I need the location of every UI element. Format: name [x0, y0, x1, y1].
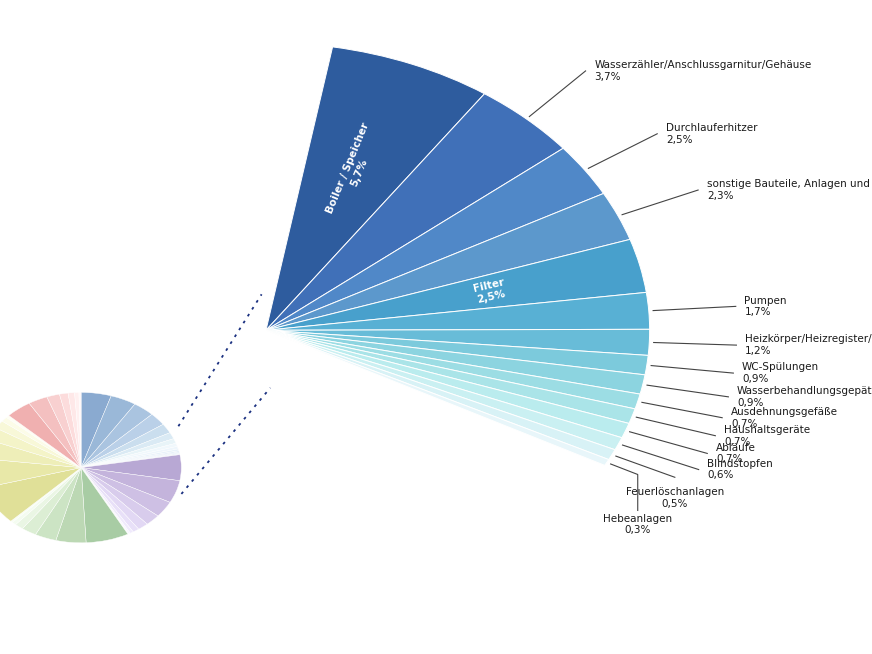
Wedge shape	[81, 455, 181, 481]
Text: Durchlauferhitzer
2,5%: Durchlauferhitzer 2,5%	[666, 123, 758, 145]
Wedge shape	[266, 330, 645, 394]
Wedge shape	[81, 415, 163, 468]
Wedge shape	[81, 454, 180, 468]
Wedge shape	[81, 468, 147, 529]
Wedge shape	[81, 468, 180, 502]
Wedge shape	[81, 468, 139, 532]
Wedge shape	[9, 404, 81, 468]
Wedge shape	[266, 148, 603, 330]
Text: sonstige Bauteile, Anlagen und Geräte
2,3%: sonstige Bauteile, Anlagen und Geräte 2,…	[707, 179, 872, 201]
Wedge shape	[0, 458, 81, 488]
Wedge shape	[23, 468, 81, 534]
Wedge shape	[266, 330, 615, 460]
Wedge shape	[81, 433, 174, 468]
Wedge shape	[81, 396, 135, 468]
Wedge shape	[81, 468, 129, 534]
Text: Filter
2,5%: Filter 2,5%	[473, 277, 508, 305]
Wedge shape	[266, 330, 609, 466]
Wedge shape	[266, 330, 629, 438]
Wedge shape	[81, 468, 130, 534]
Wedge shape	[29, 397, 81, 468]
Wedge shape	[81, 404, 152, 468]
Text: Wasserzähler/Anschlussgarnitur/Gehäuse
3,7%: Wasserzähler/Anschlussgarnitur/Gehäuse 3…	[595, 60, 812, 82]
Wedge shape	[81, 452, 180, 468]
Wedge shape	[266, 330, 650, 355]
Wedge shape	[0, 468, 81, 521]
Wedge shape	[266, 94, 563, 330]
Text: Boiler / Speicher
5,7%: Boiler / Speicher 5,7%	[325, 122, 382, 220]
Wedge shape	[266, 330, 648, 375]
Text: Hebeanlagen
0,3%: Hebeanlagen 0,3%	[603, 514, 672, 536]
Wedge shape	[12, 468, 81, 525]
Wedge shape	[266, 47, 485, 330]
Wedge shape	[81, 447, 178, 468]
Wedge shape	[81, 424, 170, 468]
Wedge shape	[0, 428, 81, 468]
Text: Pumpen
1,7%: Pumpen 1,7%	[745, 296, 787, 317]
Text: Abläufe
0,7%: Abläufe 0,7%	[716, 443, 756, 464]
Wedge shape	[266, 292, 650, 330]
Wedge shape	[3, 417, 81, 468]
Wedge shape	[81, 455, 180, 468]
Wedge shape	[36, 468, 81, 540]
Wedge shape	[16, 468, 81, 528]
Wedge shape	[56, 468, 86, 543]
Wedge shape	[266, 239, 646, 330]
Wedge shape	[266, 194, 630, 330]
Wedge shape	[74, 392, 81, 468]
Wedge shape	[266, 330, 622, 450]
Wedge shape	[0, 439, 81, 468]
Wedge shape	[81, 468, 158, 524]
Text: Heizkörper/Heizregister/Wärmetauscher
1,2%: Heizkörper/Heizregister/Wärmetauscher 1,…	[746, 334, 872, 356]
Text: Blindstopfen
0,6%: Blindstopfen 0,6%	[707, 458, 773, 480]
Wedge shape	[59, 393, 81, 468]
Wedge shape	[10, 468, 81, 523]
Wedge shape	[68, 392, 81, 468]
Wedge shape	[81, 468, 128, 543]
Wedge shape	[81, 451, 180, 468]
Wedge shape	[81, 468, 133, 533]
Text: WC-Spülungen
0,9%: WC-Spülungen 0,9%	[742, 362, 819, 384]
Wedge shape	[6, 415, 81, 468]
Wedge shape	[47, 394, 81, 468]
Text: Haushaltsgeräte
0,7%: Haushaltsgeräte 0,7%	[724, 425, 810, 447]
Wedge shape	[81, 392, 112, 468]
Wedge shape	[266, 330, 635, 423]
Wedge shape	[266, 330, 640, 409]
Wedge shape	[81, 439, 176, 468]
Text: Feuerlöschanlagen
0,5%: Feuerlöschanlagen 0,5%	[626, 487, 724, 509]
Wedge shape	[78, 392, 81, 468]
Wedge shape	[81, 468, 170, 516]
Wedge shape	[81, 449, 179, 468]
Text: Wasserbehandlungsgерät
0,9%: Wasserbehandlungsgерät 0,9%	[737, 386, 872, 407]
Wedge shape	[81, 443, 177, 468]
Text: Ausdehnungsgefäße
0,7%: Ausdehnungsgefäße 0,7%	[731, 407, 838, 428]
Wedge shape	[0, 421, 81, 468]
Wedge shape	[81, 453, 180, 468]
